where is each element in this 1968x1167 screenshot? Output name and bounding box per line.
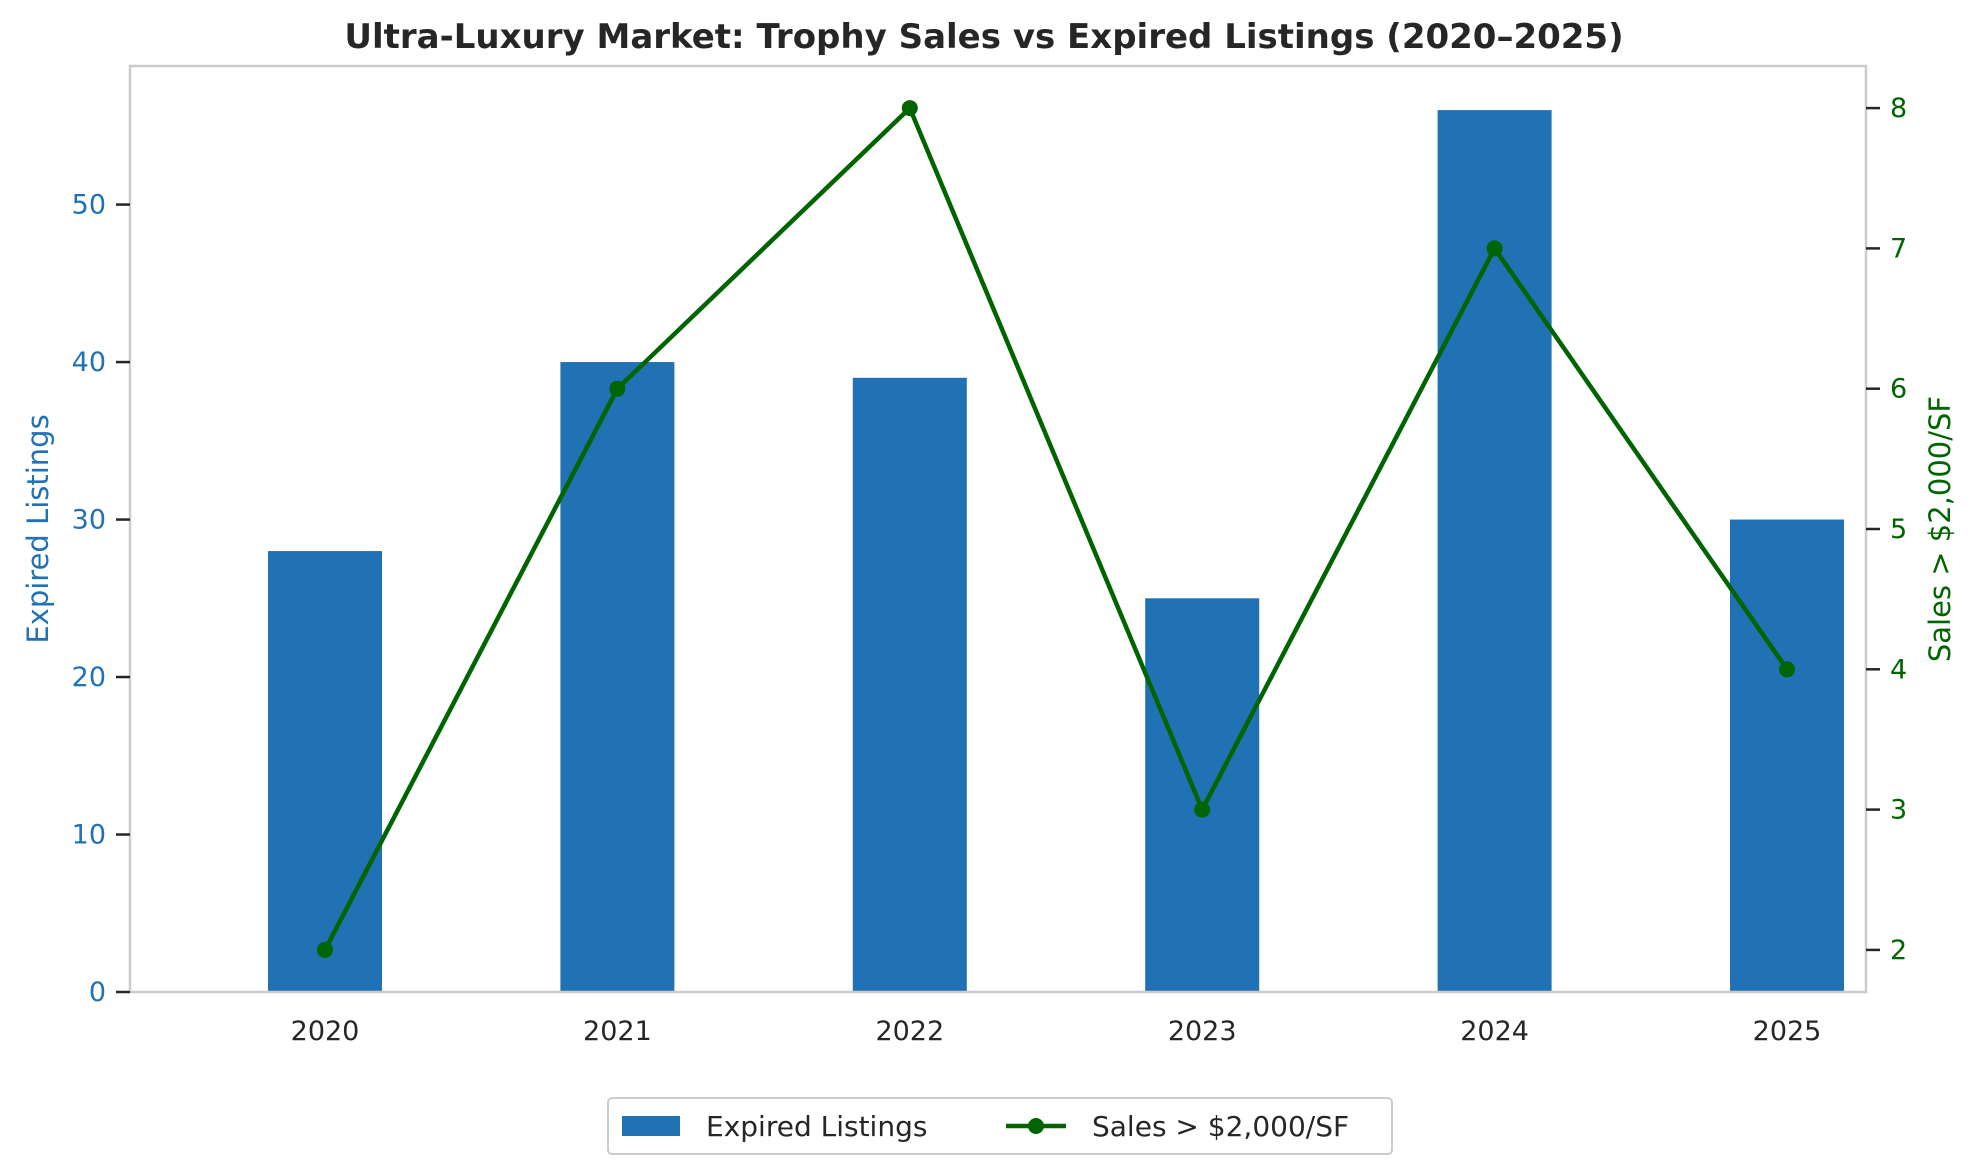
line-layer xyxy=(317,100,1795,958)
legend: Expired Listings Sales > $2,000/SF xyxy=(607,1097,1393,1155)
right-tick-label: 5 xyxy=(1890,514,1907,545)
left-tick-label: 0 xyxy=(89,977,106,1008)
left-tick-label: 30 xyxy=(72,505,106,536)
left-axis-label: Expired Listings xyxy=(21,414,55,643)
sales-point-2020 xyxy=(317,941,333,958)
sales-point-2024 xyxy=(1486,240,1503,257)
right-tick-label: 8 xyxy=(1890,93,1907,124)
sales-line xyxy=(323,105,1789,951)
right-tick-label: 4 xyxy=(1890,654,1907,685)
plot-frame xyxy=(128,64,1868,994)
left-tick-label: 40 xyxy=(72,347,106,378)
bar-2021 xyxy=(560,362,675,993)
bar-2024 xyxy=(1437,110,1552,993)
chart-title: Ultra-Luxury Market: Trophy Sales vs Exp… xyxy=(344,17,1623,57)
legend-label-expired: Expired Listings xyxy=(706,1110,927,1143)
x-tick-label: 2023 xyxy=(1168,1016,1237,1047)
x-tick-label: 2021 xyxy=(583,1016,652,1047)
left-tick-label: 50 xyxy=(72,190,106,221)
left-tick-label: 10 xyxy=(72,820,106,851)
bar-2022 xyxy=(852,377,967,993)
x-tick-label: 2025 xyxy=(1753,1016,1822,1047)
sales-point-2022 xyxy=(901,100,918,117)
right-tick-label: 7 xyxy=(1890,233,1907,264)
x-tick-label: 2020 xyxy=(291,1016,360,1047)
bars-layer xyxy=(268,110,1844,993)
right-axis-label: Sales > $2,000/SF xyxy=(1923,396,1957,662)
legend-marker xyxy=(1028,1118,1044,1134)
axes-layer: 0 10 20 30 40 50 2 3 4 5 6 7 8 2020 2021 2022 2023 2024 20… xyxy=(21,93,1957,1047)
left-tick-label: 20 xyxy=(72,662,106,693)
legend-box xyxy=(607,1097,1393,1155)
plot-border xyxy=(128,64,1868,994)
bar-2020 xyxy=(268,551,382,992)
legend-bar-swatch xyxy=(622,1116,680,1136)
sales-point-2021 xyxy=(609,380,626,397)
sales-point-2025 xyxy=(1779,661,1795,678)
bar-2025 xyxy=(1730,519,1844,992)
sales-point-2023 xyxy=(1194,801,1211,818)
x-tick-label: 2024 xyxy=(1460,1016,1529,1047)
right-tick-label: 6 xyxy=(1890,374,1907,405)
x-tick-label: 2022 xyxy=(875,1016,944,1047)
right-tick-label: 3 xyxy=(1890,795,1907,826)
legend-label-sales: Sales > $2,000/SF xyxy=(1092,1110,1349,1143)
bar-2023 xyxy=(1145,598,1260,992)
right-tick-label: 2 xyxy=(1890,935,1907,966)
